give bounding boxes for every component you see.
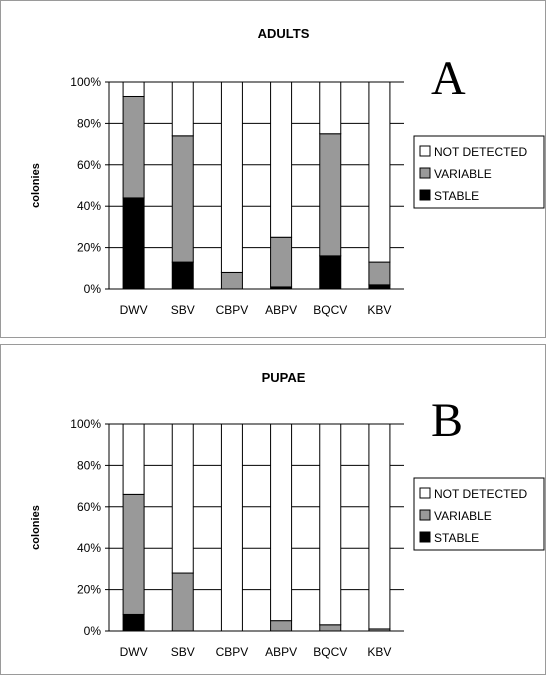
adults-bar-kbv-variable: [368, 261, 391, 286]
pupae-legend-label: STABLE: [434, 531, 479, 545]
adults-x-tick-label: SBV: [171, 303, 195, 317]
adults-y-tick-label: 40%: [77, 199, 101, 213]
pupae-x-tick-label: DWV: [120, 645, 148, 659]
adults-legend-label: STABLE: [434, 189, 479, 203]
adults-x-tick-label: ABPV: [265, 303, 297, 317]
pupae-legend-swatch: [419, 487, 431, 499]
adults-x-tick-label: BQCV: [313, 303, 347, 317]
pupae-bar-abpv-not-detected: [270, 423, 293, 622]
pupae-y-tick-label: 20%: [77, 583, 101, 597]
pupae-y-tick-label: 0%: [84, 624, 102, 638]
adults-y-axis-label: colonies: [30, 163, 42, 208]
pupae-legend-swatch: [419, 509, 431, 521]
pupae-bar-bqcv-not-detected: [319, 423, 342, 626]
adults-bar-cbpv-not-detected: [220, 81, 243, 273]
adults-bar-abpv-not-detected: [270, 81, 293, 238]
pupae-bar-abpv-variable: [270, 620, 293, 632]
adults-bar-cbpv-variable: [220, 271, 243, 290]
adults-y-tick-label: 80%: [77, 116, 101, 130]
pupae-bar-cbpv-not-detected: [220, 423, 243, 632]
adults-legend-swatch: [419, 189, 431, 201]
pupae-x-tick-label: SBV: [171, 645, 195, 659]
pupae-bar-dwv-stable: [122, 613, 145, 632]
adults-bar-kbv-not-detected: [368, 81, 391, 263]
adults-legend-label: VARIABLE: [434, 167, 492, 181]
adults-bar-abpv-variable: [270, 236, 293, 288]
pupae-x-tick-label: KBV: [367, 645, 391, 659]
adults-x-tick-label: CBPV: [216, 303, 249, 317]
adults-y-tick-label: 100%: [70, 75, 101, 89]
adults-legend: [413, 135, 545, 209]
adults-y-tick-label: 0%: [84, 282, 102, 296]
adults-bar-bqcv-not-detected: [319, 81, 342, 135]
adults-bar-dwv-variable: [122, 95, 145, 199]
adults-bar-bqcv-variable: [319, 133, 342, 257]
pupae-legend: [413, 477, 545, 551]
pupae-panel-letter: B: [431, 394, 463, 447]
adults-x-tick-label: KBV: [367, 303, 391, 317]
pupae-bar-sbv-not-detected: [171, 423, 194, 574]
adults-bar-sbv-stable: [171, 261, 194, 290]
pupae-bar-dwv-variable: [122, 493, 145, 615]
adults-bar-bqcv-stable: [319, 255, 342, 290]
pupae-x-tick-label: CBPV: [216, 645, 249, 659]
pupae-y-axis-label: colonies: [30, 505, 42, 550]
adults-legend-label: NOT DETECTED: [434, 145, 527, 159]
adults-bar-sbv-variable: [171, 135, 194, 263]
pupae-bar-bqcv-variable: [319, 624, 342, 632]
adults-legend-swatch: [419, 145, 431, 157]
pupae-legend-swatch: [419, 531, 431, 543]
pupae-y-tick-label: 60%: [77, 500, 101, 514]
adults-bar-dwv-not-detected: [122, 81, 145, 97]
pupae-legend-label: VARIABLE: [434, 509, 492, 523]
pupae-bar-dwv-not-detected: [122, 423, 145, 495]
adults-bar-kbv-stable: [368, 284, 391, 290]
adults-y-tick-label: 20%: [77, 241, 101, 255]
adults-y-tick-label: 60%: [77, 158, 101, 172]
pupae-legend-label: NOT DETECTED: [434, 487, 527, 501]
adults-legend-swatch: [419, 167, 431, 179]
pupae-chart-title: PUPAE: [262, 370, 306, 385]
pupae-y-tick-label: 80%: [77, 458, 101, 472]
pupae-bar-kbv-not-detected: [368, 423, 391, 630]
adults-panel-letter: A: [431, 52, 466, 105]
adults-x-tick-label: DWV: [120, 303, 148, 317]
adults-bar-dwv-stable: [122, 197, 145, 290]
pupae-x-tick-label: BQCV: [313, 645, 347, 659]
pupae-y-tick-label: 100%: [70, 417, 101, 431]
adults-chart-title: ADULTS: [258, 26, 310, 41]
pupae-y-tick-label: 40%: [77, 541, 101, 555]
pupae-bar-sbv-variable: [171, 572, 194, 632]
pupae-x-tick-label: ABPV: [265, 645, 297, 659]
adults-bar-sbv-not-detected: [171, 81, 194, 137]
